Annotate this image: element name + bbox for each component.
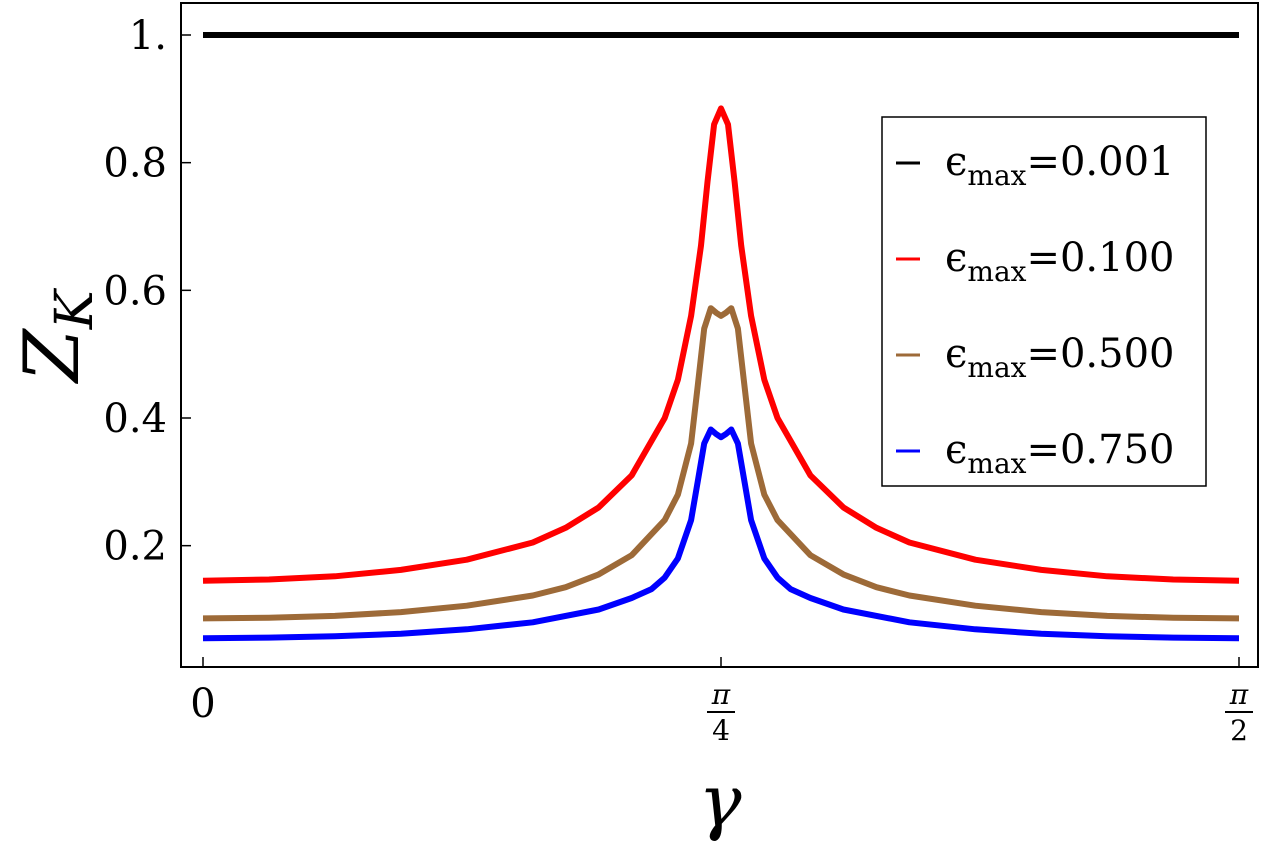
x-tick-denominator: 2 bbox=[1230, 714, 1248, 747]
y-tick-label: 0.4 bbox=[103, 396, 167, 442]
plot-border bbox=[180, 2, 1259, 668]
y-tick-label: 1. bbox=[129, 13, 167, 59]
legend-box bbox=[881, 116, 1207, 487]
legend-entry: ϵmax=0.100 bbox=[945, 235, 1174, 288]
series-line-1 bbox=[202, 105, 1240, 584]
legend-entry: ϵmax=0.750 bbox=[945, 427, 1174, 480]
y-tick-label: 0.8 bbox=[103, 141, 167, 187]
series-layer bbox=[202, 32, 1240, 642]
x-tick-numerator: π bbox=[1229, 678, 1249, 711]
y-axis-title: ZK bbox=[7, 287, 105, 384]
x-tick-numerator: π bbox=[711, 678, 731, 711]
series-line-3 bbox=[202, 426, 1240, 642]
x-tick-label: 0 bbox=[190, 681, 215, 727]
x-axis-title: γ bbox=[698, 759, 742, 843]
x-tick-fraction: π2 bbox=[1225, 678, 1253, 747]
y-tick-label: 0.2 bbox=[103, 524, 167, 570]
y-tick-label: 0.6 bbox=[103, 268, 167, 314]
legend-entry: ϵmax=0.001 bbox=[945, 139, 1174, 192]
legend: ϵmax=0.001 ϵmax=0.100 ϵmax=0.500 ϵmax=0.750 bbox=[881, 116, 1207, 487]
legend-entry: ϵmax=0.500 bbox=[945, 331, 1174, 384]
plot-frame bbox=[180, 2, 1259, 668]
x-tick-fraction: π4 bbox=[707, 678, 735, 747]
x-tick-denominator: 4 bbox=[712, 714, 730, 747]
series-line-2 bbox=[202, 305, 1240, 622]
axis-titles: γ ZK bbox=[7, 287, 742, 843]
